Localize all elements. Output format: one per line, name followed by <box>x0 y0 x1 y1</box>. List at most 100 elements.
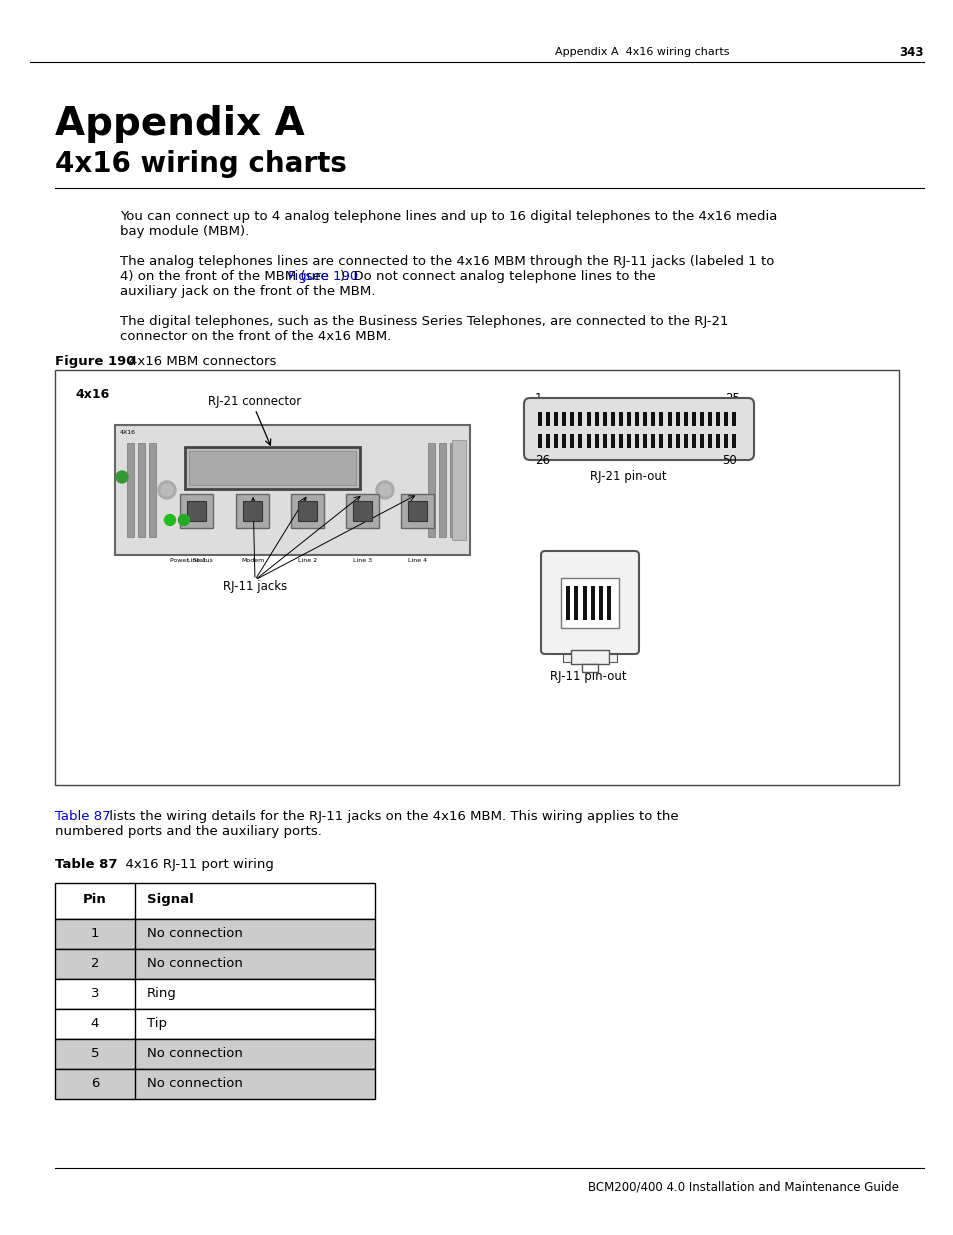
Text: Signal: Signal <box>147 893 193 906</box>
Text: Ring: Ring <box>147 987 176 1000</box>
Text: 26: 26 <box>535 454 550 467</box>
Bar <box>452 440 465 540</box>
Bar <box>586 433 590 448</box>
Bar <box>353 501 372 521</box>
Bar <box>438 443 446 537</box>
Bar <box>55 948 375 979</box>
Text: 1: 1 <box>91 927 99 940</box>
Bar <box>565 585 569 620</box>
Bar <box>618 433 622 448</box>
Bar <box>537 412 541 426</box>
Bar <box>562 655 571 662</box>
Circle shape <box>375 480 394 499</box>
Text: 2: 2 <box>598 622 603 631</box>
Bar <box>297 501 316 521</box>
Circle shape <box>378 484 391 496</box>
Bar <box>683 412 687 426</box>
Text: connector on the front of the 4x16 MBM.: connector on the front of the 4x16 MBM. <box>120 330 391 343</box>
Bar <box>610 412 615 426</box>
Text: No connection: No connection <box>147 1047 243 1060</box>
Bar <box>291 494 324 529</box>
Text: RJ-21 pin-out: RJ-21 pin-out <box>589 471 666 483</box>
Bar <box>626 412 631 426</box>
Bar <box>571 650 608 664</box>
Bar <box>732 412 736 426</box>
Bar <box>185 447 359 489</box>
Bar <box>723 412 727 426</box>
Bar <box>732 433 736 448</box>
Bar <box>149 443 156 537</box>
Bar <box>561 433 566 448</box>
Bar <box>675 412 679 426</box>
Bar <box>691 433 695 448</box>
Bar <box>651 433 655 448</box>
Text: RJ-21 connector: RJ-21 connector <box>208 395 301 408</box>
Circle shape <box>161 484 172 496</box>
Bar <box>581 664 598 672</box>
Text: 4: 4 <box>581 622 586 631</box>
Bar <box>594 412 598 426</box>
Text: 6: 6 <box>565 622 570 631</box>
Circle shape <box>178 515 190 526</box>
Bar <box>570 433 574 448</box>
Bar <box>716 412 720 426</box>
Bar <box>582 585 586 620</box>
Text: Pin: Pin <box>83 893 107 906</box>
Text: 4x16 RJ-11 port wiring: 4x16 RJ-11 port wiring <box>117 858 274 871</box>
Bar <box>578 433 582 448</box>
Text: Line 4: Line 4 <box>408 558 427 563</box>
Text: Modem: Modem <box>241 558 264 563</box>
Text: lists the wiring details for the RJ-11 jacks on the 4x16 MBM. This wiring applie: lists the wiring details for the RJ-11 j… <box>105 810 678 823</box>
Bar <box>428 443 435 537</box>
Text: 4x16 MBM connectors: 4x16 MBM connectors <box>129 354 276 368</box>
Bar <box>667 412 671 426</box>
Bar <box>651 412 655 426</box>
Bar <box>55 1009 375 1039</box>
Text: 6: 6 <box>91 1077 99 1091</box>
Text: 1: 1 <box>606 622 612 631</box>
Text: 50: 50 <box>721 454 736 467</box>
Text: 1: 1 <box>535 391 542 405</box>
Text: No connection: No connection <box>147 957 243 969</box>
Text: 4x16 wiring charts: 4x16 wiring charts <box>55 149 347 178</box>
Bar <box>55 883 375 919</box>
Bar <box>545 412 550 426</box>
Bar <box>545 433 550 448</box>
Bar <box>608 655 617 662</box>
Text: 2: 2 <box>91 957 99 969</box>
Text: 4) on the front of the MBM (see: 4) on the front of the MBM (see <box>120 270 333 283</box>
Bar <box>594 433 598 448</box>
Text: numbered ports and the auxiliary ports.: numbered ports and the auxiliary ports. <box>55 825 321 839</box>
Bar <box>561 412 566 426</box>
Bar <box>700 412 703 426</box>
Bar <box>618 412 622 426</box>
Text: The digital telephones, such as the Business Series Telephones, are connected to: The digital telephones, such as the Busi… <box>120 315 728 329</box>
Text: bay module (MBM).: bay module (MBM). <box>120 225 249 238</box>
Text: 4: 4 <box>91 1016 99 1030</box>
Bar <box>570 412 574 426</box>
Text: 5: 5 <box>573 622 578 631</box>
Text: 343: 343 <box>899 46 923 58</box>
Bar <box>189 451 355 485</box>
Text: No connection: No connection <box>147 927 243 940</box>
Bar <box>180 494 213 529</box>
Bar <box>590 585 595 620</box>
Text: auxiliary jack on the front of the MBM.: auxiliary jack on the front of the MBM. <box>120 285 375 298</box>
Bar <box>560 578 618 629</box>
Bar <box>659 412 662 426</box>
Bar <box>346 494 378 529</box>
Bar <box>55 370 898 785</box>
Bar <box>55 1039 375 1070</box>
Bar <box>626 433 631 448</box>
Text: 5: 5 <box>91 1047 99 1060</box>
Bar <box>450 443 456 537</box>
FancyBboxPatch shape <box>540 551 639 655</box>
Bar <box>55 979 375 1009</box>
Bar <box>537 433 541 448</box>
Bar <box>554 433 558 448</box>
Text: ). Do not connect analog telephone lines to the: ). Do not connect analog telephone lines… <box>340 270 656 283</box>
Bar <box>635 412 639 426</box>
Text: Line 1: Line 1 <box>188 558 206 563</box>
Text: Line 2: Line 2 <box>298 558 317 563</box>
Bar <box>723 433 727 448</box>
